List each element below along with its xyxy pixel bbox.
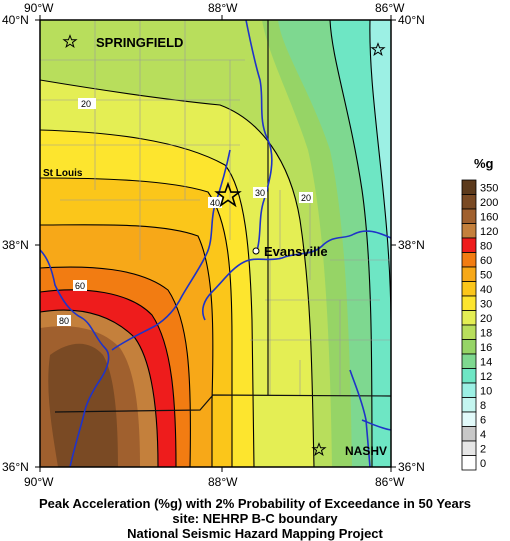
star-icon	[62, 34, 78, 49]
legend-swatch	[461, 281, 477, 297]
contour-label-20b: 20	[301, 193, 311, 203]
legend-label: 200	[480, 197, 498, 209]
legend-label: 4	[480, 429, 486, 441]
legend-swatch	[461, 208, 477, 224]
tick-label-right-36n: 36°N	[398, 460, 425, 474]
tick-label-right-40n: 40°N	[398, 13, 425, 27]
legend-label: 2	[480, 443, 486, 455]
contour-line	[369, 20, 391, 321]
city-label-nashville: NASHV	[345, 444, 387, 458]
cumberland-river	[361, 419, 391, 431]
tick-label-bottom-86w: 86°W	[375, 475, 405, 489]
legend-swatch	[461, 440, 477, 456]
contour-label-20a: 20	[81, 99, 91, 109]
tick-label-left-40n: 40°N	[2, 13, 29, 27]
legend-swatch	[461, 339, 477, 355]
legend-label: 40	[480, 284, 492, 296]
legend-label: 160	[480, 211, 498, 223]
legend-swatch	[461, 295, 477, 311]
legend-label: 12	[480, 371, 492, 383]
legend-swatch	[461, 382, 477, 398]
contour-line	[329, 20, 373, 467]
map-frame	[39, 19, 392, 468]
legend-swatch	[461, 353, 477, 369]
legend-swatch	[461, 324, 477, 340]
legend-swatch	[461, 411, 477, 427]
contour-label-30: 30	[255, 188, 265, 198]
contour-line	[40, 224, 214, 467]
legend-label: 50	[480, 269, 492, 281]
ohio-river	[202, 230, 391, 321]
legend-swatch	[461, 397, 477, 413]
legend-label: 350	[480, 182, 498, 194]
tick-label-top-86w: 86°W	[375, 1, 405, 15]
star-icon	[311, 442, 327, 457]
tick-label-right-38n: 38°N	[398, 238, 425, 252]
contour-label-bg	[299, 192, 313, 203]
tick-label-left-36n: 36°N	[2, 460, 29, 474]
legend-swatch	[461, 455, 477, 471]
contour-label-80: 80	[59, 316, 69, 326]
tick-label-bottom-88w: 88°W	[208, 475, 238, 489]
contour-line	[40, 79, 315, 467]
star-markers	[62, 34, 386, 457]
contour-line	[40, 309, 159, 467]
tick-label-left-38n: 38°N	[2, 238, 29, 252]
site-star-icon	[214, 181, 242, 208]
star-icon	[370, 42, 386, 57]
legend-swatch	[461, 179, 477, 195]
city-label-evansville: Evansville	[264, 244, 328, 259]
legend-swatch	[461, 194, 477, 210]
legend-label: 20	[480, 313, 492, 325]
legend-label: 10	[480, 385, 492, 397]
legend-swatch	[461, 426, 477, 442]
contour-label-bg	[78, 98, 96, 109]
tennessee-river	[349, 369, 371, 467]
state-boundaries	[54, 20, 391, 413]
contour-line	[40, 266, 192, 467]
legend-label: 80	[480, 240, 492, 252]
legend-label: 18	[480, 327, 492, 339]
legend-label: 16	[480, 342, 492, 354]
contour-label-60: 60	[75, 281, 85, 291]
legend-label: 120	[480, 226, 498, 238]
legend-swatch	[461, 223, 477, 239]
wabash-river	[245, 20, 273, 255]
contour-label-bg	[208, 197, 222, 208]
mississippi-river	[40, 249, 110, 467]
legend-label: 14	[480, 356, 492, 368]
map-credit: National Seismic Hazard Mapping Project	[127, 526, 383, 541]
contour-line	[40, 129, 255, 467]
band-200	[48, 343, 118, 467]
city-marker-evansville	[252, 247, 260, 255]
tick-label-top-88w: 88°W	[208, 1, 238, 15]
legend-swatch	[461, 237, 477, 253]
legend-label: 30	[480, 298, 492, 310]
contour-label-bg	[253, 187, 267, 198]
legend-swatch	[461, 368, 477, 384]
legend-swatch	[461, 310, 477, 326]
legend-swatch	[461, 266, 477, 282]
tick-marks	[35, 15, 396, 472]
legend-swatch	[461, 252, 477, 268]
map-subtitle: site: NEHRP B-C boundary	[172, 511, 338, 526]
hazard-fill: 20 20 30 40 60 80 SPRINGFIELD St Louis E…	[40, 20, 391, 467]
contour-label-bg	[73, 280, 87, 291]
tick-label-top-90w: 90°W	[24, 1, 54, 15]
legend-label: 8	[480, 400, 486, 412]
contour-label-40: 40	[210, 198, 220, 208]
contour-label-bg	[57, 315, 71, 326]
city-label-springfield: SPRINGFIELD	[96, 35, 183, 50]
contour-line	[40, 177, 233, 467]
contour-lines	[40, 20, 391, 467]
legend-label: 6	[480, 414, 486, 426]
tick-label-bottom-90w: 90°W	[24, 475, 54, 489]
legend-title: %g	[474, 156, 494, 171]
legend-label: 0	[480, 458, 486, 470]
map-title: Peak Acceleration (%g) with 2% Probabili…	[38, 496, 472, 511]
legend-label: 60	[480, 255, 492, 267]
city-label-st-louis: St Louis	[43, 168, 83, 179]
